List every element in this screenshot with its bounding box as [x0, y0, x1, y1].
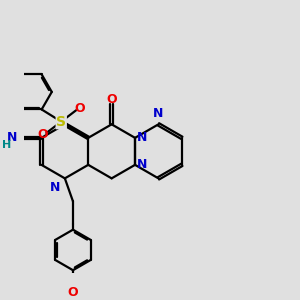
Text: O: O	[106, 93, 117, 106]
Text: N: N	[7, 131, 17, 144]
Text: N: N	[153, 107, 164, 120]
Text: H: H	[2, 140, 11, 150]
Text: O: O	[37, 128, 48, 141]
Text: O: O	[68, 286, 78, 299]
Text: N: N	[137, 158, 148, 171]
Text: O: O	[75, 102, 86, 116]
Text: S: S	[56, 115, 66, 129]
Text: N: N	[137, 131, 148, 144]
Text: N: N	[50, 181, 60, 194]
